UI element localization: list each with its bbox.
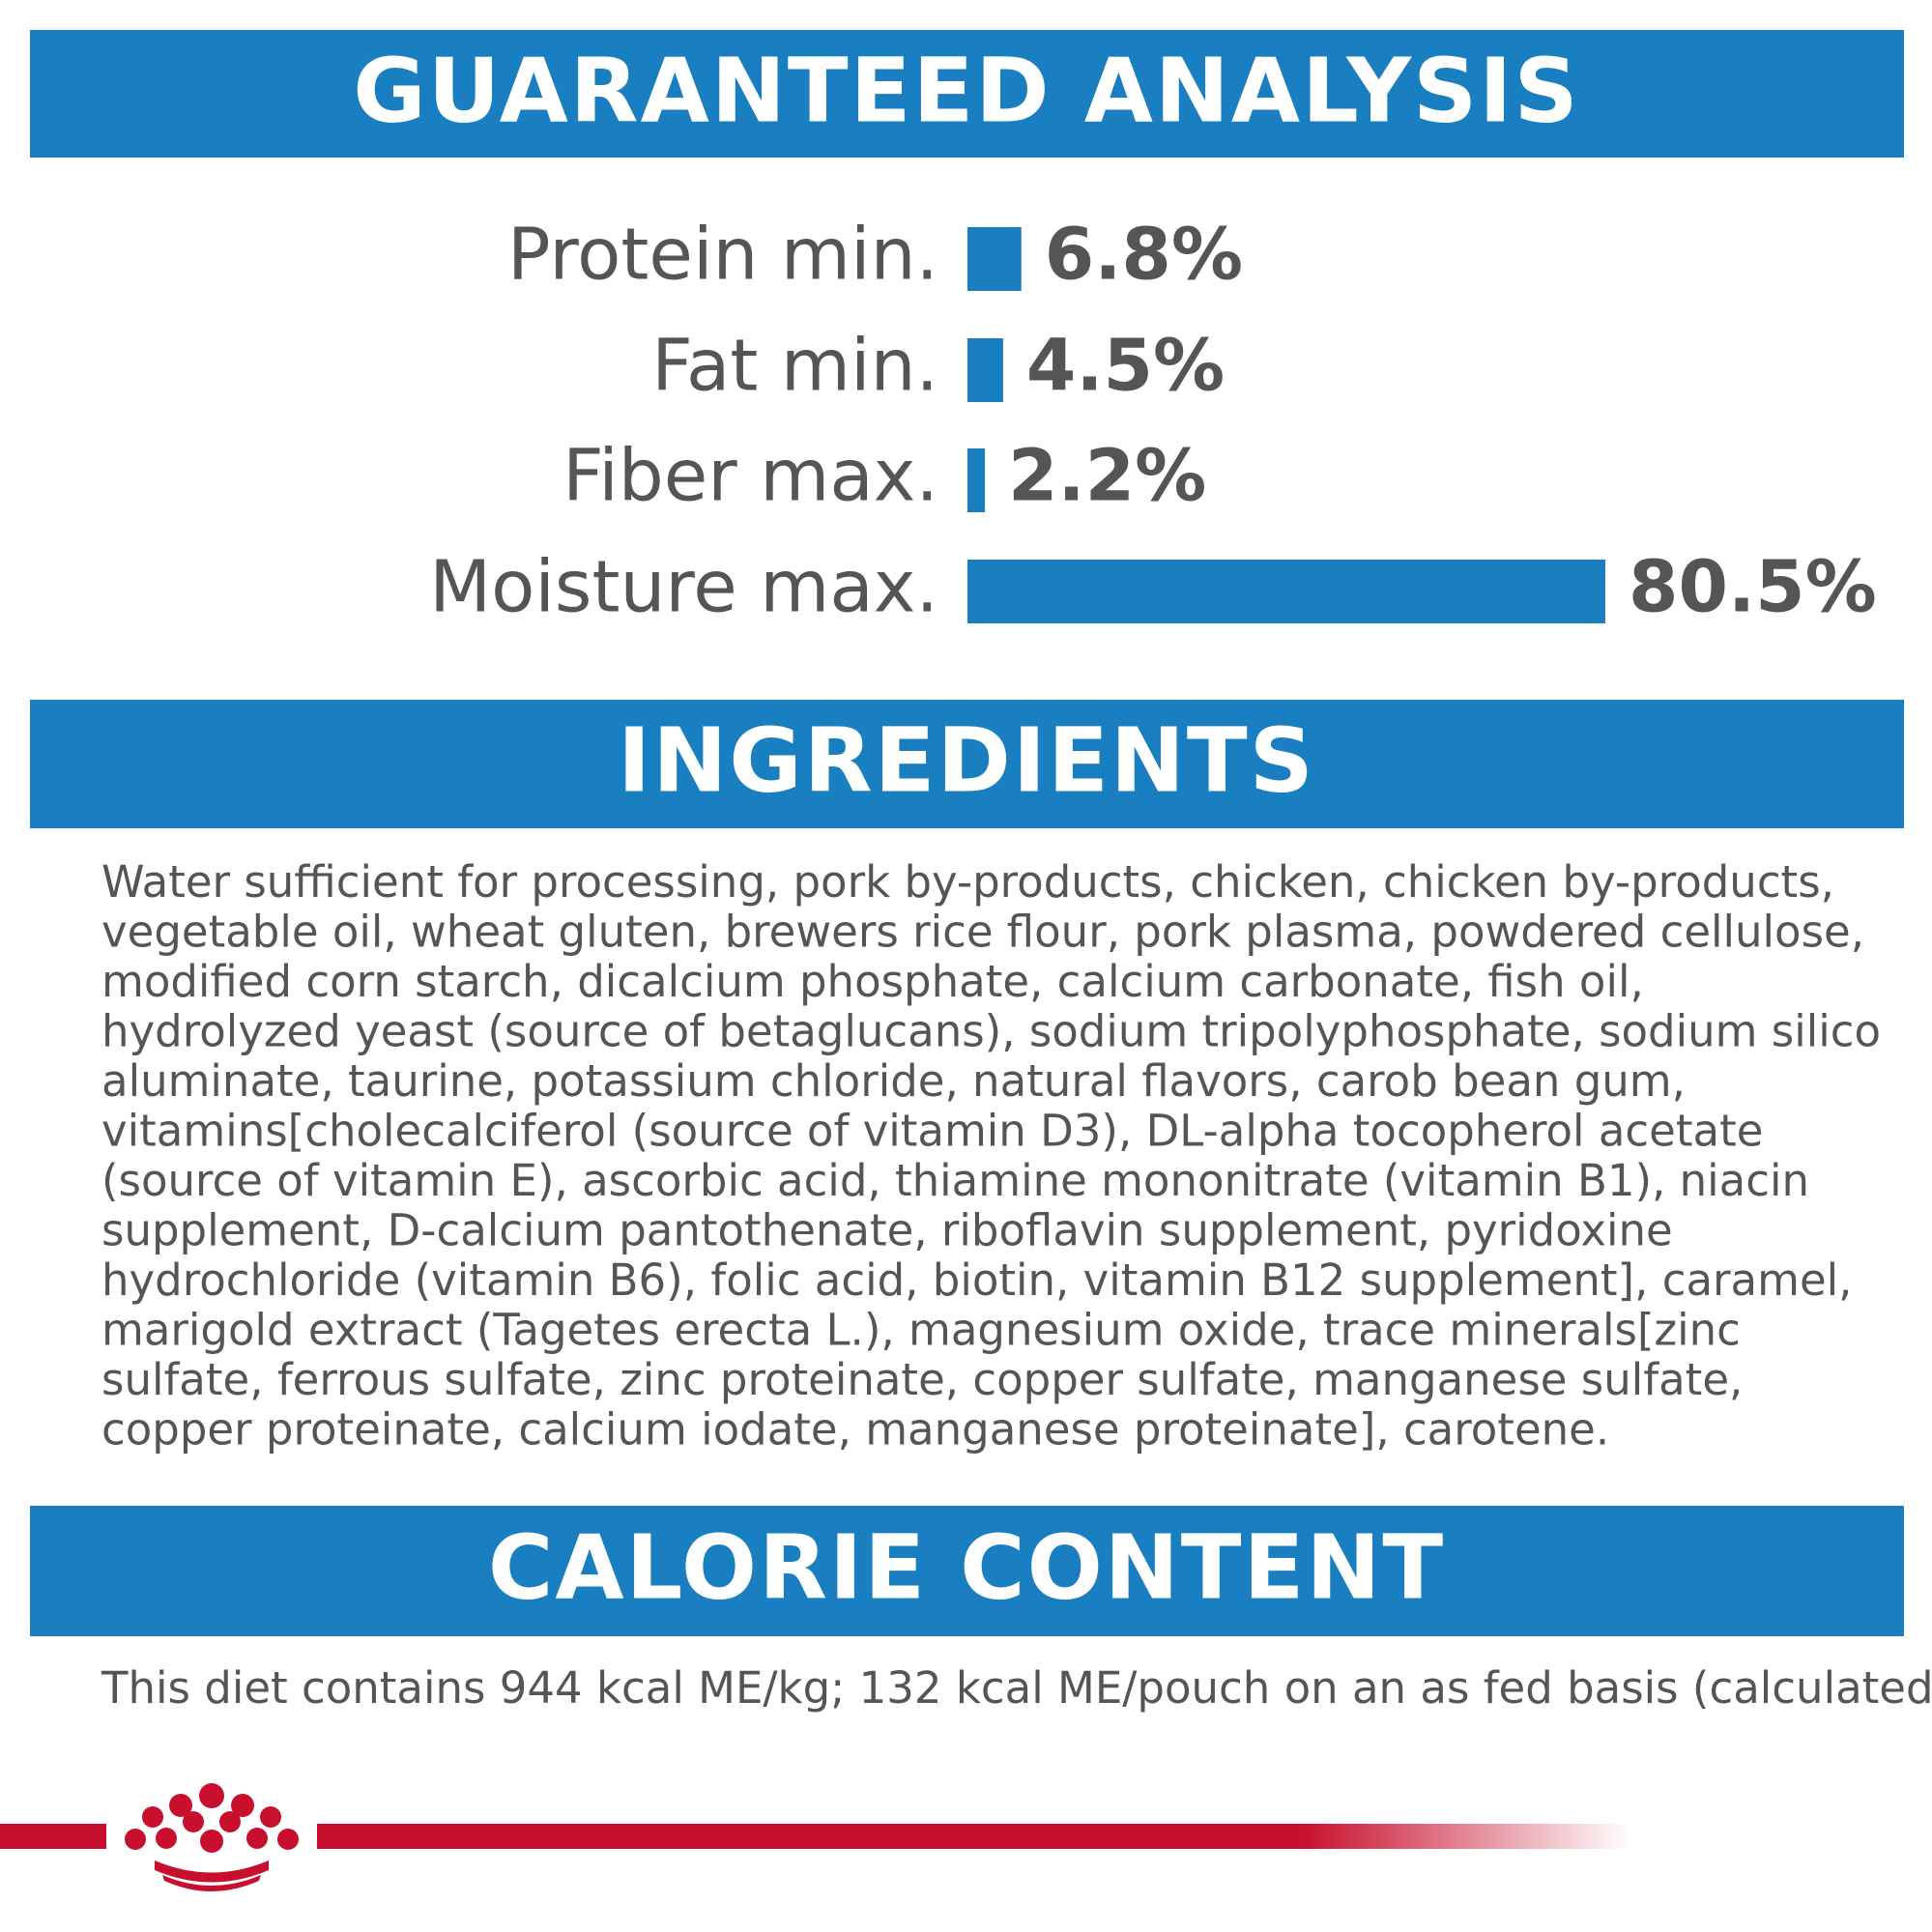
ingredient-line: hydrochloride (vitamin B6), folic acid, … [101,1254,1852,1306]
ingredient-line: hydrolyzed yeast (source of betaglucans)… [101,1006,1881,1057]
bar [967,227,1022,291]
value-label: 4.5% [1026,325,1225,408]
heading: INGREDIENTS [618,708,1315,812]
ingredient-line: sulfate, ferrous sulfate, zinc proteinat… [101,1354,1743,1405]
ingredient-line: Water sufficient for processing, pork by… [101,856,1834,908]
calorie-text: This diet contains 944 kcal ME/kg; 132 k… [101,1662,1932,1714]
brand-line [0,1824,106,1849]
ingredient-line: vitamins[cholecalciferol (source of vita… [101,1106,1763,1157]
ingredient-line: copper proteinate, calcium iodate, manga… [101,1404,1609,1456]
crown-logo [125,1783,299,1891]
banner [30,30,1904,158]
heading: GUARANTEED ANALYSIS [353,39,1580,142]
ingredient-line: aluminate, taurine, potassium chloride, … [101,1055,1686,1107]
ingredient-line: marigold extract (Tagetes erecta L.), ma… [101,1305,1741,1356]
value-label: 2.2% [1008,435,1206,518]
ingredient-line: vegetable oil, wheat gluten, brewers ric… [101,907,1864,958]
heading: CALORIE CONTENT [488,1515,1445,1619]
ingredient-line: supplement, D-calcium pantothenate, ribo… [101,1205,1673,1256]
row-label: Protein min. [507,214,938,297]
ingredient-line: modified corn starch, dicalcium phosphat… [101,956,1644,1007]
row-label: Fiber max. [562,435,938,518]
bar [967,560,1605,623]
brand-line [317,1824,1631,1849]
row-label: Fat min. [651,325,938,408]
bar [967,338,1003,402]
row-label: Moisture max. [429,546,938,629]
ingredient-line: (source of vitamin E), ascorbic acid, th… [101,1155,1809,1206]
bar [967,448,986,512]
banner [30,700,1904,828]
value-label: 6.8% [1045,214,1243,297]
value-label: 80.5% [1629,546,1877,629]
banner [30,1506,1904,1636]
